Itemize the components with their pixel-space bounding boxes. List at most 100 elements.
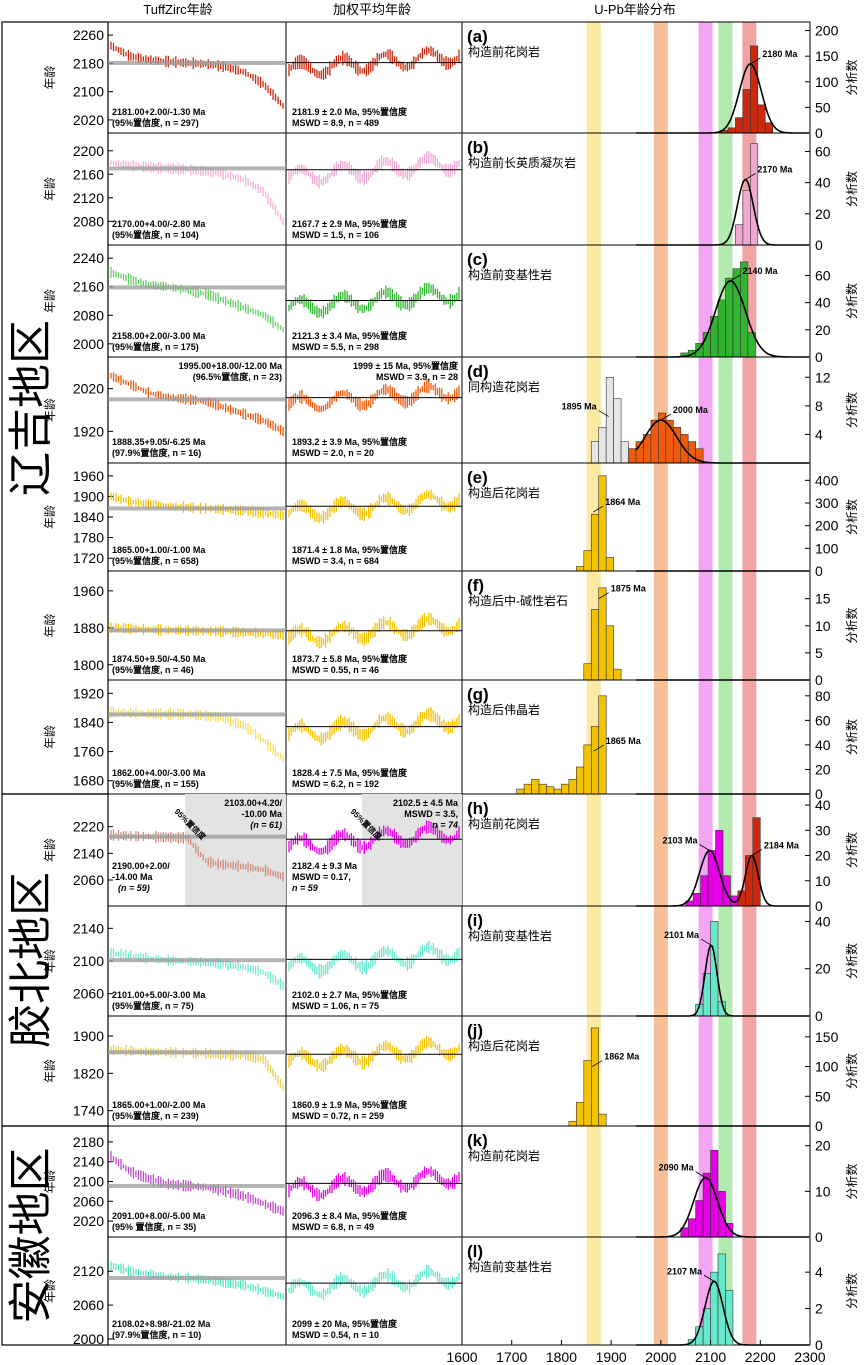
age-tick-label: 2060 — [73, 1193, 104, 1209]
rock-type-label: 构造前花岗岩 — [468, 816, 540, 831]
count-tick-label: 10 — [815, 873, 831, 889]
age-tick-label: 1720 — [73, 550, 104, 566]
age-tick-label: 2060 — [73, 1297, 104, 1313]
weighted-mean-text: MSWD = 0.55, n = 46 — [292, 665, 379, 675]
histogram-bar — [702, 1172, 711, 1238]
rock-type-label: 构造后花岗岩 — [468, 1038, 540, 1053]
tuffzirc-age-text: 2101.00+5.00/-3.00 Ma — [112, 990, 206, 1000]
tuffzirc-mean-band — [108, 61, 286, 66]
count-tick-label: 12 — [815, 369, 831, 385]
peak-pointer — [751, 849, 763, 856]
peak-label: 1864 Ma — [605, 497, 641, 507]
tuffzirc-mean-band — [108, 285, 286, 290]
count-tick-label: 40 — [815, 913, 831, 929]
count-tick-label: 40 — [815, 175, 831, 191]
histogram-bar — [538, 783, 547, 795]
header-weighted-mean: 加权平均年龄 — [333, 2, 411, 17]
count-axis-label: 分析数 — [844, 499, 859, 535]
x-tick-label: 1700 — [496, 1349, 527, 1365]
weighted-mean-text: MSWD = 3.4, n = 684 — [292, 556, 379, 566]
x-tick-label: 1900 — [596, 1349, 627, 1365]
age-tick-label: 1880 — [73, 620, 104, 636]
tuffzirc-mean-band — [108, 958, 286, 963]
tuffzirc-mean-band — [108, 1050, 286, 1055]
histogram-bar — [598, 426, 607, 464]
x-tick-label: 2300 — [794, 1349, 825, 1365]
weighted-mean-text: MSWD = 1.06, n = 75 — [292, 1001, 379, 1011]
weighted-mean-text: MSWD = 5.5, n = 298 — [292, 342, 379, 352]
histogram-bar — [735, 117, 744, 134]
age-tick-label: 2060 — [73, 986, 104, 1002]
count-tick-label: 100 — [815, 540, 839, 556]
histogram-bar — [583, 744, 592, 795]
panel-letter: (l) — [467, 1242, 483, 1261]
rock-type-label: 构造前花岗岩 — [468, 1148, 540, 1163]
header-tuffzirc: TuffZirc年龄 — [143, 2, 212, 17]
tuffzirc-age-text: 1995.00+18.00/-12.00 Ma — [179, 361, 283, 371]
panel-letter: (c) — [467, 250, 488, 269]
weighted-mean-text: MSWD = 3.9, n = 28 — [376, 372, 458, 382]
count-axis-label: 分析数 — [844, 392, 859, 428]
rock-type-label: 同构造花岗岩 — [468, 379, 540, 394]
peak-pointer — [598, 592, 609, 600]
histogram-frame — [461, 462, 811, 572]
age-band — [718, 22, 733, 1345]
weighted-mean-text: 1999 ± 15 Ma, 95%置信度 — [353, 360, 459, 371]
panel-letter: (h) — [467, 799, 489, 818]
age-tick-label: 1780 — [73, 530, 104, 546]
count-tick-label: 150 — [815, 1029, 839, 1045]
peak-label: 1875 Ma — [611, 584, 647, 594]
histogram-bar — [742, 190, 751, 246]
age-tick-label: 2140 — [73, 1154, 104, 1170]
weighted-mean-text: 2182.4 ± 9.3 Ma — [292, 861, 358, 871]
histogram-bar — [583, 1060, 592, 1127]
weighted-mean-text: MSWD = 1.5, n = 106 — [292, 230, 379, 240]
count-axis-label: 分析数 — [844, 943, 859, 979]
peak-label: 1865 Ma — [606, 736, 642, 746]
x-tick-label: 2000 — [645, 1349, 676, 1365]
count-tick-label: 150 — [815, 48, 839, 64]
histogram-bar — [576, 766, 585, 795]
peak-pointer — [660, 413, 672, 421]
age-axis-label: 年龄 — [43, 177, 57, 201]
panel-letter: (e) — [467, 468, 488, 487]
tuffzirc-mean-band — [108, 166, 286, 171]
tuffzirc-age-text: 1865.00+1.00/-2.00 Ma — [112, 1100, 206, 1110]
tuffzirc-age-text: (97.9%置信度, n = 10) — [112, 1329, 201, 1340]
histogram-bar — [742, 89, 751, 134]
histogram-bar — [568, 1120, 577, 1127]
rock-type-label: 构造后中-碱性岩石 — [468, 593, 568, 608]
count-tick-label: 30 — [815, 822, 831, 838]
count-tick-label: 0 — [815, 563, 823, 579]
confidence-shade — [185, 794, 286, 906]
count-tick-label: 0 — [815, 1008, 823, 1024]
histogram-bar — [531, 778, 540, 795]
histogram-bar — [576, 1101, 585, 1127]
histogram-bar — [735, 224, 744, 246]
peak-label: 2101 Ma — [664, 930, 700, 940]
count-axis-label: 分析数 — [844, 283, 859, 319]
histogram-bar — [590, 441, 600, 464]
count-tick-label: 100 — [815, 1059, 839, 1075]
tuffzirc-age-text: 2108.02+8.98/-21.02 Ma — [112, 1319, 211, 1329]
weighted-mean-text: MSWD = 3.5, — [404, 809, 458, 819]
count-tick-label: 300 — [815, 495, 839, 511]
count-tick-label: 0 — [815, 237, 823, 253]
tuffzirc-age-text: -10.00 Ma — [241, 809, 283, 819]
age-tick-label: 2200 — [73, 143, 104, 159]
panel-letter: (b) — [467, 138, 489, 157]
panel-letter: (k) — [467, 1131, 488, 1150]
weighted-mean-text: 2102.5 ± 4.5 Ma — [393, 798, 459, 808]
peak-label: 2180 Ma — [762, 49, 798, 59]
histogram-bar — [583, 550, 592, 572]
histogram-frame — [461, 1236, 811, 1346]
count-tick-label: 20 — [815, 848, 831, 864]
age-tick-label: 1760 — [73, 744, 104, 760]
age-tick-label: 1800 — [73, 657, 104, 673]
region-label: 安徽地区 — [7, 1148, 56, 1324]
region-label: 辽吉地区 — [7, 320, 56, 496]
count-tick-label: 0 — [815, 349, 823, 365]
weighted-mean-text: 2121.3 ± 3.4 Ma, 95%置信度 — [292, 330, 408, 341]
count-axis-label: 分析数 — [844, 832, 859, 868]
